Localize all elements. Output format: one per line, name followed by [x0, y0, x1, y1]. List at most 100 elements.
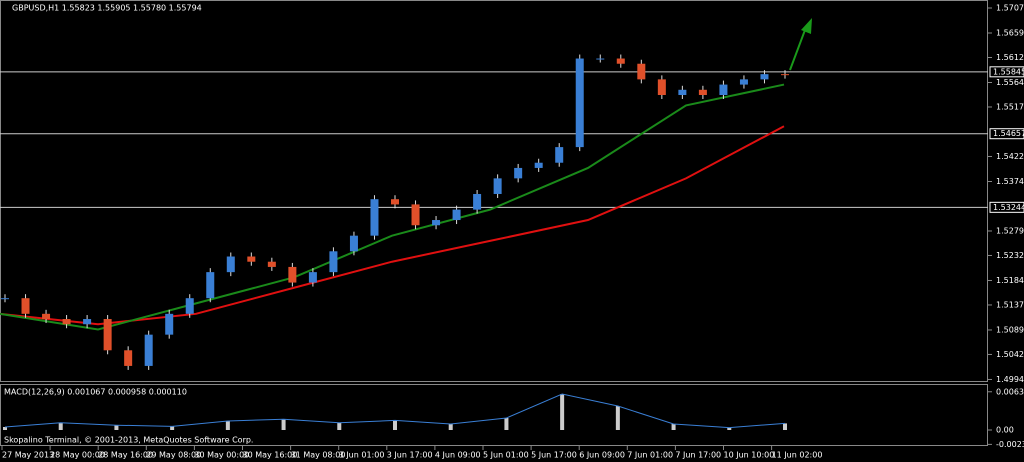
time-label: 7 Jun 01:00	[627, 451, 673, 460]
macd-axis-label: 0.006371	[996, 387, 1024, 396]
price-label: 1.52320	[996, 251, 1024, 260]
macd-axis-label: 0.00	[996, 426, 1014, 435]
macd-bar	[58, 422, 63, 430]
macd-bar	[504, 418, 509, 430]
time-label: 28 May 16:00	[98, 451, 153, 460]
candle	[267, 261, 276, 267]
level-label: 1.55845	[993, 67, 1024, 76]
candle	[226, 256, 235, 273]
macd-bar	[727, 427, 732, 430]
candle	[452, 209, 461, 221]
main-frame	[0, 0, 988, 382]
candle	[1, 298, 9, 300]
footer: Skopalino Terminal, © 2001-2013, MetaQuo…	[4, 436, 253, 445]
candle	[165, 313, 174, 335]
macd-axis-label: -0.002397	[996, 440, 1024, 449]
price-label: 1.56590	[996, 29, 1024, 38]
candle	[698, 89, 707, 95]
candle	[206, 272, 215, 299]
candle	[596, 58, 605, 60]
candle	[739, 79, 748, 85]
price-label: 1.56120	[996, 53, 1024, 62]
candle	[473, 193, 482, 210]
candle	[678, 89, 687, 95]
price-label: 1.50420	[996, 350, 1024, 359]
macd-bar	[281, 419, 286, 430]
price-label: 1.51370	[996, 300, 1024, 309]
time-label: 28 May 00:00	[50, 451, 105, 460]
candle	[637, 63, 646, 80]
macd-bar	[783, 423, 787, 430]
candle	[83, 319, 92, 325]
level-label: 1.53244	[993, 203, 1024, 212]
price-label: 1.57070	[996, 3, 1024, 12]
candle	[411, 204, 420, 226]
price-label: 1.51840	[996, 276, 1024, 285]
candle	[616, 58, 625, 64]
price-label: 1.55170	[996, 102, 1024, 111]
candle	[247, 256, 256, 262]
time-label: 10 Jun 10:00	[724, 451, 775, 460]
level-box	[989, 66, 1024, 78]
candle	[432, 220, 441, 226]
candle	[370, 199, 379, 236]
macd-bar	[114, 425, 119, 430]
macd-bar	[448, 424, 453, 430]
candle	[719, 84, 728, 95]
time-label: 30 May 16:00	[243, 451, 298, 460]
macd-bar	[225, 421, 230, 430]
level-label: 1.54657	[993, 129, 1024, 138]
candle	[760, 74, 769, 80]
time-label: 7 Jun 17:00	[675, 451, 721, 460]
candle	[555, 147, 564, 163]
time-label: 30 May 00:00	[194, 451, 249, 460]
time-label: 11 Jun 02:00	[772, 451, 823, 460]
macd-line	[4, 393, 786, 429]
arrow	[789, 29, 806, 71]
time-label: 3 Jun 01:00	[339, 451, 385, 460]
candle	[21, 298, 30, 314]
time-label: 6 Jun 09:00	[579, 451, 625, 460]
arrow-head	[801, 18, 812, 34]
price-label: 1.52790	[996, 226, 1024, 235]
candle	[62, 319, 71, 325]
time-label: 31 May 08:00	[291, 451, 346, 460]
level-box	[989, 128, 1024, 140]
macd-bar	[393, 420, 397, 430]
candle	[493, 178, 502, 194]
header: GBPUSD,H1 1.55823 1.55905 1.55780 1.5579…	[12, 4, 202, 13]
candle	[308, 272, 317, 283]
time-label: 29 May 08:00	[146, 451, 201, 460]
price-label: 1.54220	[996, 152, 1024, 161]
candle	[657, 79, 666, 95]
candle	[288, 266, 297, 283]
macd-bar	[170, 426, 175, 430]
candle	[144, 334, 153, 366]
macd-bar	[671, 424, 676, 430]
macd-frame	[0, 384, 988, 446]
macd-title: MACD(12,26,9) 0.001067 0.000958 0.000110	[4, 388, 187, 397]
price-label: 1.50890	[996, 325, 1024, 334]
candle	[781, 74, 789, 76]
moving-average	[0, 83, 785, 331]
candle	[534, 162, 543, 168]
candle	[103, 319, 112, 351]
candle	[329, 251, 338, 273]
time-label: 27 May 2013	[2, 451, 54, 460]
macd-bar	[615, 406, 620, 430]
price-label: 1.53740	[996, 177, 1024, 186]
candle	[575, 58, 584, 148]
level-box	[989, 201, 1024, 213]
candle	[124, 350, 133, 366]
macd-bar	[337, 422, 342, 430]
time-label: 5 Jun 01:00	[483, 451, 529, 460]
candle	[514, 167, 523, 179]
candle	[349, 235, 358, 252]
time-label: 3 Jun 17:00	[387, 451, 433, 460]
candle	[42, 313, 51, 320]
candle	[391, 199, 399, 205]
macd-bar	[3, 427, 7, 430]
price-label: 1.49940	[996, 375, 1024, 384]
macd-bar	[560, 394, 565, 430]
